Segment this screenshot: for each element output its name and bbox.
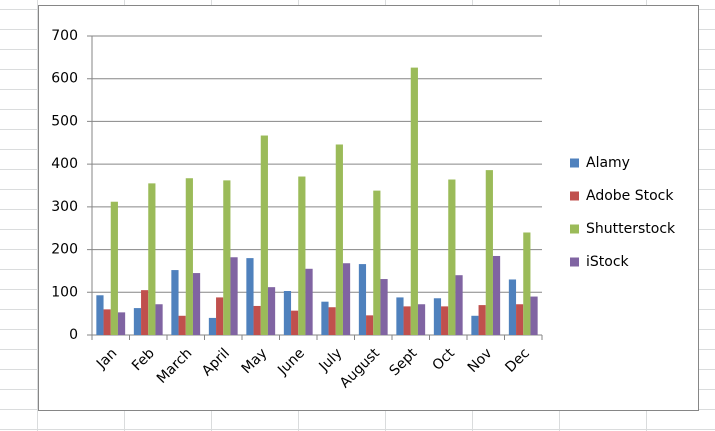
y-tick-label: 200 xyxy=(51,242,78,258)
bar xyxy=(253,305,261,335)
bar xyxy=(441,306,449,335)
bar xyxy=(373,190,381,335)
bar xyxy=(260,135,268,335)
bar xyxy=(246,258,254,335)
bar xyxy=(291,310,299,335)
bar xyxy=(96,295,104,335)
y-tick-label: 600 xyxy=(51,71,78,87)
legend-label: Shutterstock xyxy=(586,221,676,237)
bar xyxy=(223,180,231,335)
y-tick-label: 0 xyxy=(69,327,78,343)
y-tick-label: 300 xyxy=(51,199,78,215)
bar xyxy=(335,144,343,335)
bar xyxy=(267,287,276,335)
bar xyxy=(471,315,479,335)
bar xyxy=(508,279,517,335)
bar xyxy=(192,273,201,335)
bar xyxy=(305,268,313,335)
bar xyxy=(530,296,538,335)
legend-swatch xyxy=(570,224,579,234)
bar xyxy=(410,67,418,335)
bar xyxy=(492,255,501,335)
bar xyxy=(403,306,411,335)
bar xyxy=(141,290,149,335)
bar xyxy=(230,257,238,335)
legend-swatch xyxy=(570,158,579,168)
bar xyxy=(417,304,426,335)
bar xyxy=(455,275,463,335)
bar xyxy=(103,309,111,335)
bar xyxy=(148,183,156,335)
bar xyxy=(110,201,118,335)
bar xyxy=(117,312,126,335)
bar xyxy=(208,317,217,335)
bar xyxy=(216,297,224,335)
y-tick-label: 700 xyxy=(51,28,78,44)
bar xyxy=(321,301,329,335)
y-tick-label: 500 xyxy=(51,113,78,129)
legend-swatch xyxy=(570,257,579,267)
y-tick-label: 400 xyxy=(51,156,78,172)
bar xyxy=(155,304,163,335)
bar xyxy=(366,315,374,335)
bar xyxy=(380,279,388,335)
bar xyxy=(433,298,442,335)
bar xyxy=(516,304,524,335)
legend-label: iStock xyxy=(586,254,630,270)
bar xyxy=(485,170,493,335)
bar xyxy=(283,291,292,335)
bar xyxy=(328,307,336,335)
bar xyxy=(133,308,142,335)
bar xyxy=(396,297,404,335)
bar xyxy=(448,179,456,335)
y-tick-label: 100 xyxy=(51,284,78,300)
bar xyxy=(178,315,186,335)
bar xyxy=(342,263,351,335)
legend-label: Adobe Stock xyxy=(586,188,674,204)
bar xyxy=(478,305,486,335)
bar xyxy=(523,232,531,335)
legend-swatch xyxy=(570,191,579,201)
bar xyxy=(358,264,367,335)
bar xyxy=(171,270,179,335)
bar xyxy=(185,178,193,335)
legend-label: Alamy xyxy=(586,155,630,171)
bar xyxy=(298,176,306,335)
